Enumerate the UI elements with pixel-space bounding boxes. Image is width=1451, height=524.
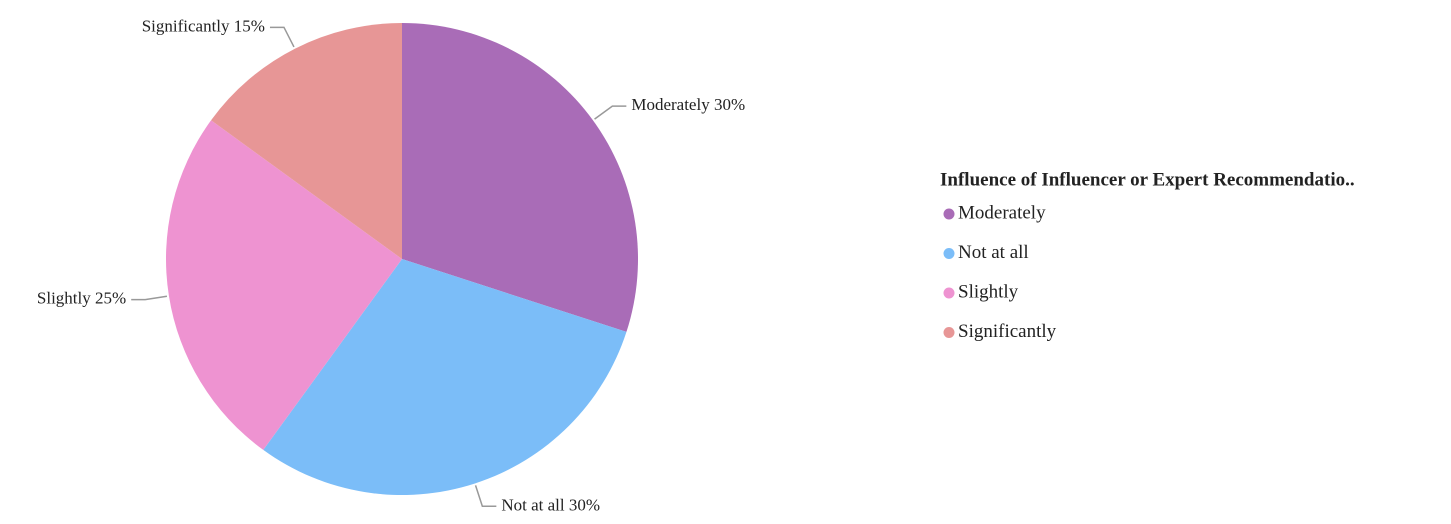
label-category: Not at all — [501, 495, 565, 514]
legend-swatch — [943, 208, 955, 220]
legend-swatch — [943, 287, 955, 299]
pie-slice — [166, 120, 402, 450]
data-label: Significantly 15% — [142, 16, 265, 35]
leader-line — [269, 26, 295, 48]
legend-title: Influence of Influencer or Expert Recomm… — [940, 169, 1355, 190]
pie-slice — [402, 23, 638, 332]
leader-line — [474, 485, 497, 508]
label-value: 25% — [95, 289, 126, 308]
pie-slice — [211, 23, 402, 259]
data-label: Not at all 30% — [501, 495, 600, 514]
data-label: Moderately 30% — [631, 95, 745, 114]
label-value: 30% — [569, 495, 600, 514]
leader-line — [594, 105, 627, 120]
label-category: Moderately — [631, 95, 710, 114]
label-value: 15% — [234, 16, 265, 35]
pie-slice — [263, 259, 627, 495]
legend-label: Significantly — [958, 321, 1057, 342]
legend-label: Moderately — [958, 202, 1046, 223]
legend-label: Slightly — [958, 281, 1019, 302]
leader-line — [131, 295, 168, 301]
legend-label: Not at all — [958, 242, 1029, 263]
label-category: Significantly — [142, 16, 230, 35]
label-category: Slightly — [37, 289, 91, 308]
legend-swatch — [943, 248, 955, 259]
legend-swatch — [943, 327, 955, 338]
data-label: Slightly 25% — [37, 289, 126, 308]
label-value: 30% — [714, 95, 745, 114]
